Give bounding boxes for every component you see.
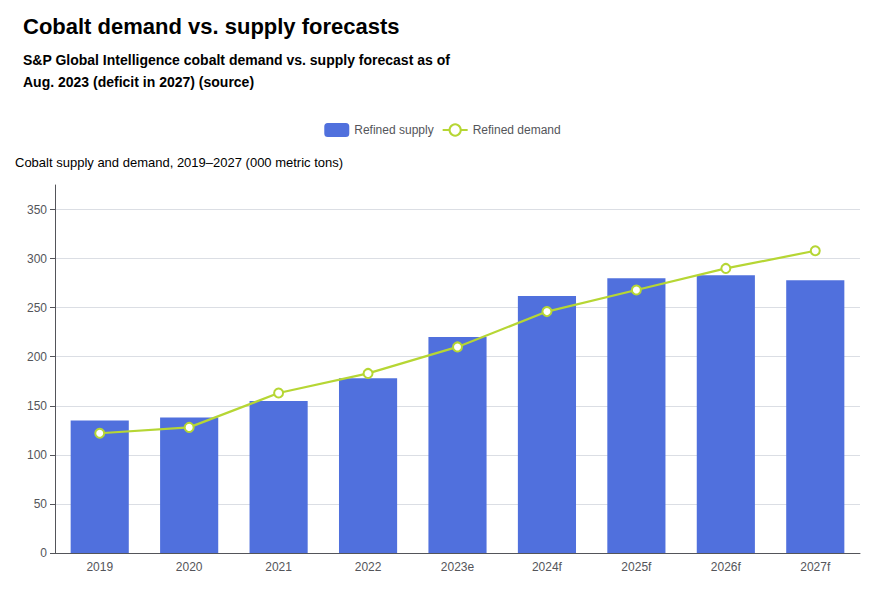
svg-text:Aug. 2023 (deficit in 2027) (s: Aug. 2023 (deficit in 2027) (source): [23, 74, 254, 90]
svg-text:Cobalt supply and demand, 2019: Cobalt supply and demand, 2019–2027 (000…: [15, 155, 343, 170]
svg-text:S&P Global Intelligence cobalt: S&P Global Intelligence cobalt demand vs…: [23, 52, 450, 68]
svg-text:350: 350: [27, 203, 47, 217]
svg-text:Refined supply: Refined supply: [354, 123, 433, 137]
svg-text:Cobalt demand vs. supply forec: Cobalt demand vs. supply forecasts: [23, 14, 400, 39]
svg-text:2025f: 2025f: [621, 560, 652, 574]
svg-text:2023e: 2023e: [441, 560, 475, 574]
svg-text:2021: 2021: [265, 560, 292, 574]
svg-text:0: 0: [40, 546, 47, 560]
svg-text:2019: 2019: [86, 560, 113, 574]
svg-text:150: 150: [27, 399, 47, 413]
svg-text:2024f: 2024f: [532, 560, 563, 574]
svg-text:2027f: 2027f: [800, 560, 831, 574]
svg-text:50: 50: [34, 497, 48, 511]
svg-text:Refined demand: Refined demand: [473, 123, 561, 137]
svg-text:300: 300: [27, 252, 47, 266]
svg-text:100: 100: [27, 448, 47, 462]
svg-text:2026f: 2026f: [711, 560, 742, 574]
svg-text:250: 250: [27, 301, 47, 315]
svg-text:2022: 2022: [355, 560, 382, 574]
svg-text:200: 200: [27, 350, 47, 364]
svg-text:2020: 2020: [176, 560, 203, 574]
